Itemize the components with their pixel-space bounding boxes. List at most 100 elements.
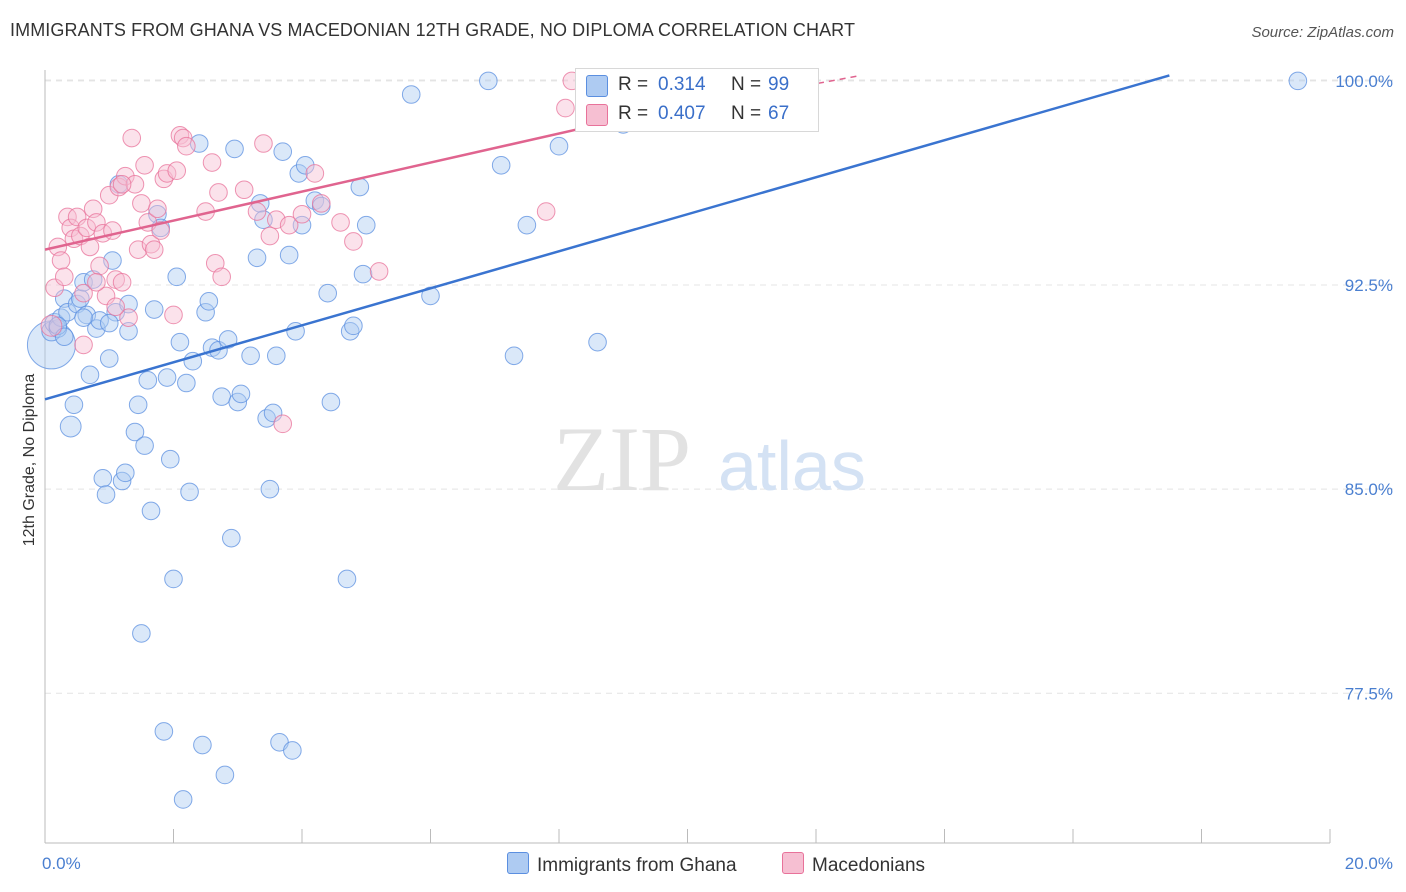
chart-source: Source: ZipAtlas.com [1251,24,1394,41]
data-point [588,332,607,352]
data-point [164,305,183,325]
data-point [212,387,231,406]
data-point [83,270,103,289]
data-point [225,139,244,159]
legend-n-value: 99 [768,74,790,95]
data-point [138,370,158,390]
data-point [292,204,312,224]
data-point [337,569,357,589]
data-point [40,314,63,337]
bottom-legend-ghana: Immigrants from Ghana [507,852,737,877]
trend-line-macedonians [44,117,624,251]
data-point [215,765,235,785]
data-point [87,213,106,232]
data-point [144,240,164,259]
data-point [119,321,138,341]
data-point [74,335,93,355]
data-point [61,218,80,238]
y-tick-label: 92.5% [1345,276,1393,295]
data-point [157,368,177,387]
data-point [54,267,74,287]
data-point [144,300,164,319]
data-point [369,262,389,281]
y-tick-label: 77.5% [1345,684,1393,703]
data-point [254,134,273,153]
data-point [218,330,238,349]
legend-swatch-blue [586,75,608,97]
data-point [305,164,325,183]
data-point [247,202,267,221]
data-point [59,415,82,438]
data-point [99,313,119,333]
data-point [116,463,135,483]
stats-legend: R = 0.314 N = 99 R = 0.407 N = 67 [575,68,819,132]
data-point [64,395,84,415]
data-point [241,346,260,366]
legend-r-value: 0.314 [658,74,706,95]
trend-lines [44,74,1170,401]
data-point [260,479,280,499]
series-macedonians [40,71,582,434]
data-point [132,194,151,213]
data-point [196,302,215,322]
data-point [141,501,161,521]
legend-n-value: 67 [768,103,790,124]
bottom-legend-swatch-pink [782,852,804,874]
data-point [202,153,222,172]
data-point [292,215,312,235]
data-point [318,283,338,303]
watermark-zip: ZIP [553,408,691,510]
trend-line-ghana [44,74,1170,401]
data-point [556,98,575,118]
data-point [491,155,511,175]
data-point [141,234,161,254]
gridlines [45,79,1395,694]
bottom-legend-macedonians: Macedonians [782,852,925,877]
data-point [106,297,125,317]
data-point [479,71,498,91]
data-point [170,332,190,352]
data-point [273,142,293,161]
data-point [222,528,241,548]
data-point [356,215,376,235]
data-point [401,85,421,104]
data-point [80,237,100,257]
data-point [234,180,254,200]
data-point [177,136,196,156]
chart-title: IMMIGRANTS FROM GHANA VS MACEDONIAN 12TH… [10,20,856,40]
data-point [160,449,180,469]
data-point [99,185,119,205]
legend-n-label: N = [731,74,762,95]
data-point [205,253,225,273]
x-tick-labels: 0.0% 20.0% [42,854,1393,873]
data-point [279,245,299,265]
watermark-atlas: atlas [718,427,866,505]
data-point [132,624,151,643]
y-tick-label: 85.0% [1345,480,1393,499]
data-point [122,128,142,148]
data-point [109,177,129,197]
x-tick-label: 0.0% [42,854,81,873]
legend-r-label: R = [618,74,649,95]
data-point [164,569,183,589]
legend-row-macedonians: R = 0.407 N = 67 [576,100,816,130]
bottom-legend-swatch-blue [507,852,529,874]
data-point [51,251,71,270]
data-point [549,136,569,156]
bottom-legend-label-macedonians: Macedonians [812,855,926,876]
data-point [267,346,286,366]
data-point [295,155,315,175]
data-point [247,248,267,268]
data-point [167,161,187,181]
legend-r-value: 0.407 [658,103,706,124]
series-ghana [26,71,1308,809]
data-point [170,126,190,145]
data-point [112,273,132,292]
data-point [344,232,363,251]
data-point [119,308,138,327]
data-point [99,349,119,368]
data-point [260,226,280,246]
legend-row-ghana: R = 0.314 N = 99 [576,71,816,101]
data-point [331,213,350,232]
